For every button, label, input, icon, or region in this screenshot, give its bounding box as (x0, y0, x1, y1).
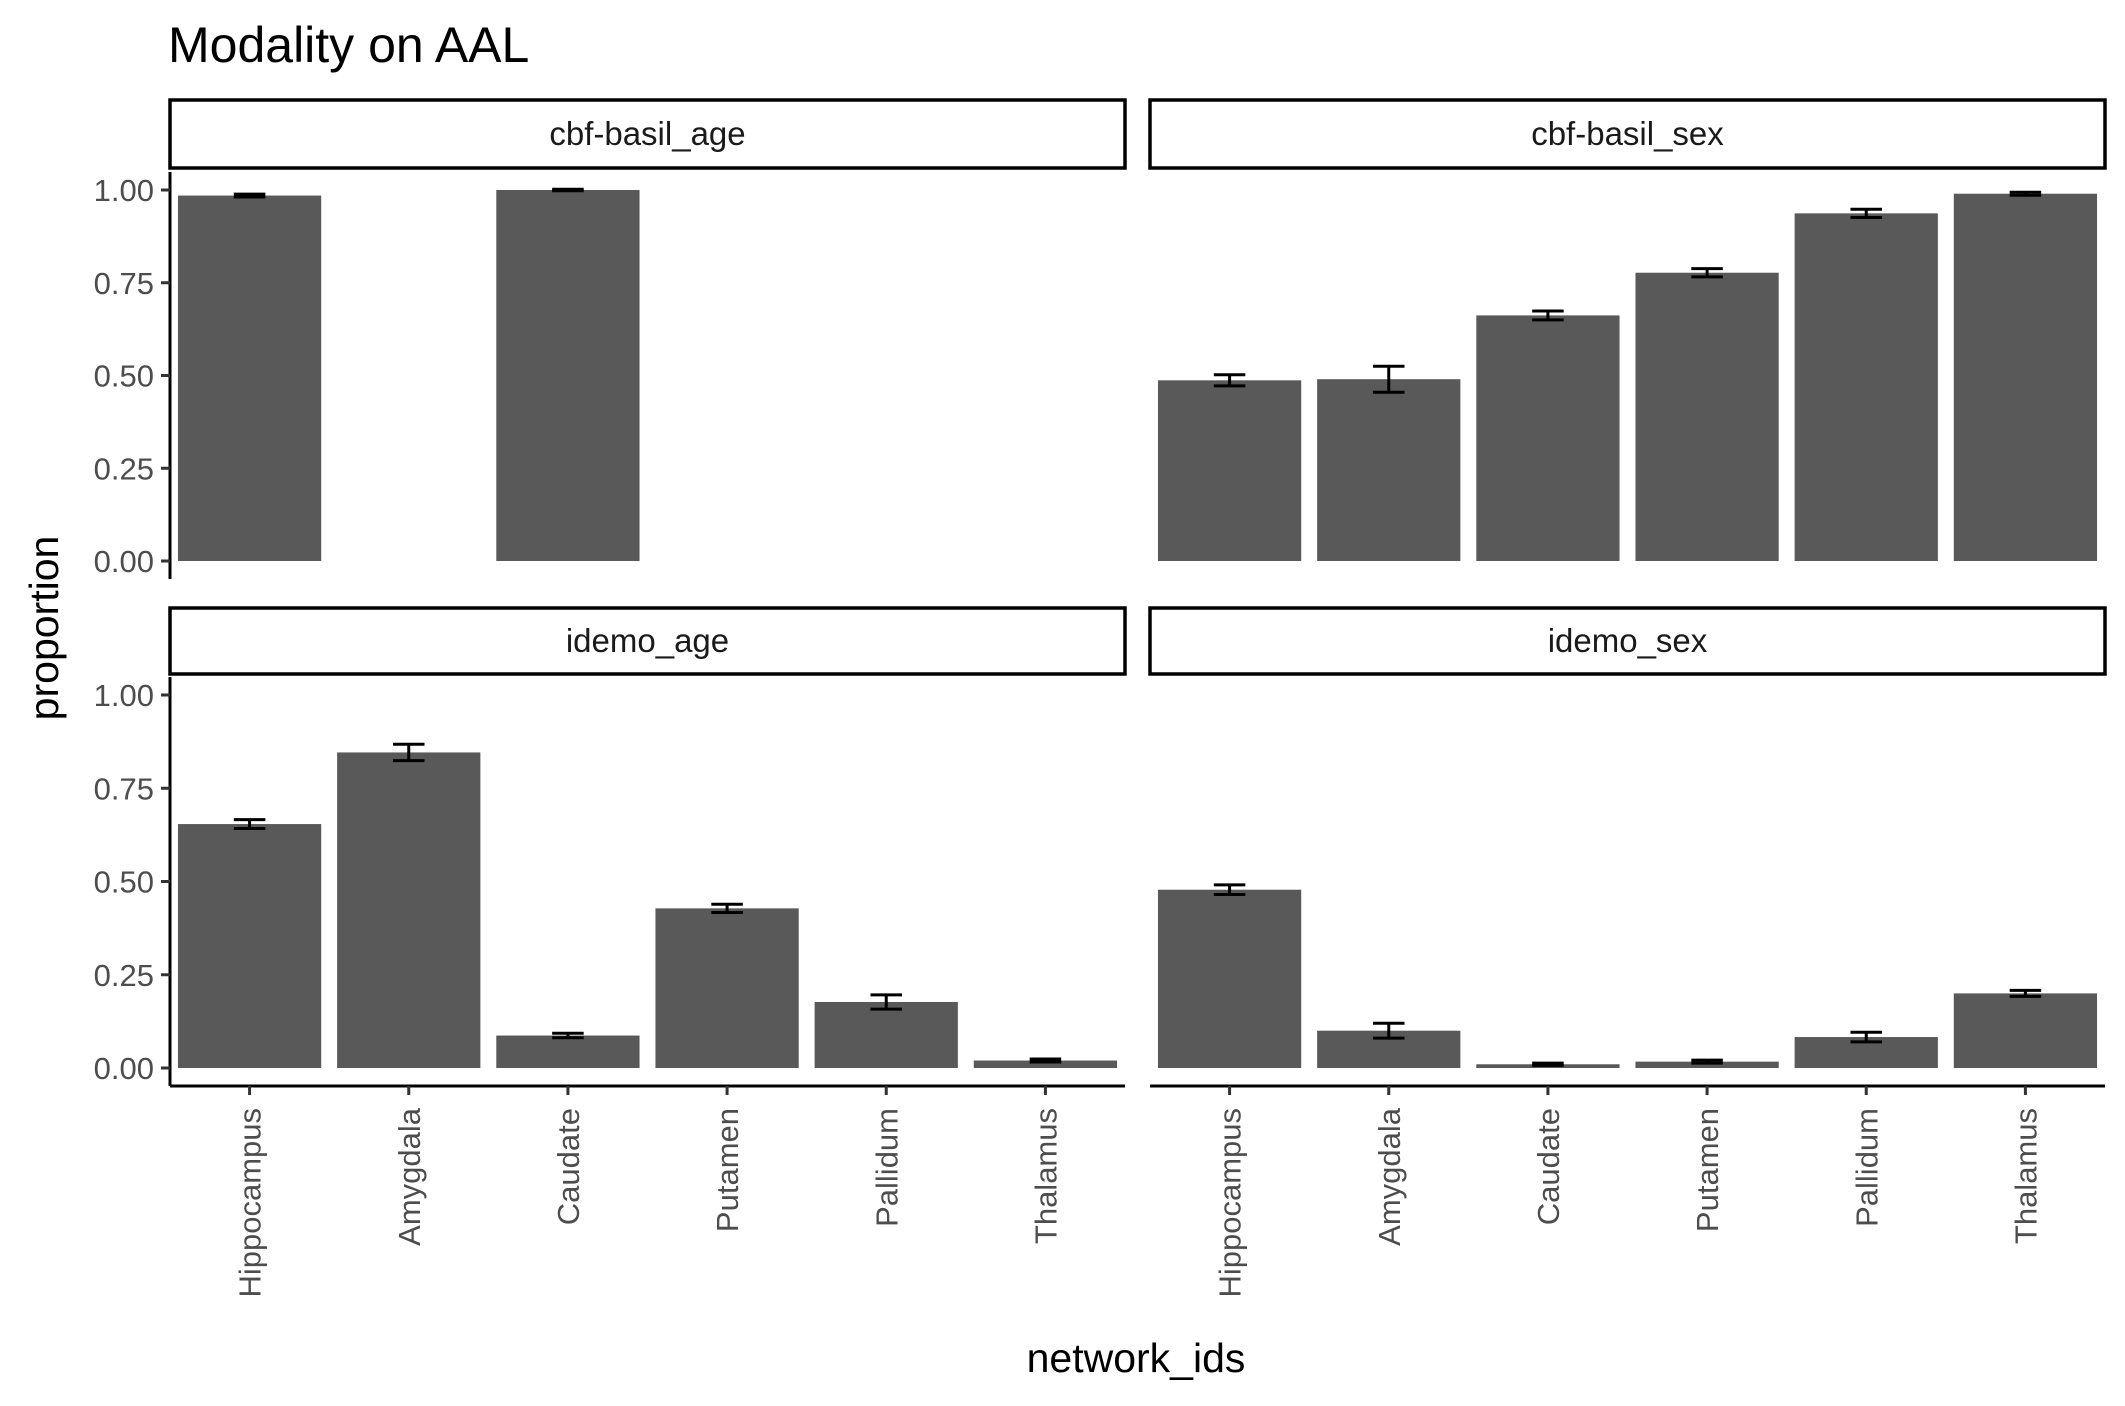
chart-title: Modality on AAL (168, 17, 529, 73)
strip-box (1148, 98, 2107, 170)
y-tick-label: 0.50 (94, 865, 154, 900)
strip-box (168, 98, 1127, 170)
x-tick-label: Amygdala (1372, 1107, 1407, 1246)
panel-cbf-basil_sex: cbf-basil_sex (1148, 98, 2107, 562)
y-tick-label: 1.00 (94, 173, 154, 208)
strip-box (168, 606, 1127, 676)
strip-label: idemo_sex (1548, 622, 1708, 659)
x-tick-label: Amygdala (392, 1107, 427, 1246)
x-tick-label: Pallidum (869, 1108, 904, 1227)
y-tick-label: 0.00 (94, 544, 154, 579)
x-tick-label: Putamen (710, 1108, 745, 1232)
panel-idemo_sex: idemo_sex Hippocampus Amygdala Caudate Putam… (1148, 606, 2107, 1298)
strip-box (1148, 606, 2107, 676)
y-tick-label: 0.00 (94, 1051, 154, 1086)
y-tick-label: 0.25 (94, 451, 154, 486)
bar-Pallidum (1794, 213, 1938, 562)
y-tick-label: 0.75 (94, 266, 154, 301)
x-tick-label: Pallidum (1849, 1108, 1884, 1227)
x-tick-label: Caudate (551, 1108, 586, 1225)
y-tick-label: 0.75 (94, 771, 154, 806)
x-tick-label: Thalamus (2008, 1108, 2043, 1244)
bar-Putamen (655, 908, 799, 1068)
bar-Putamen (1635, 1061, 1779, 1068)
bar-Thalamus (1953, 193, 2098, 561)
panel-cbf-basil_age: cbf-basil_age 0.00 0.25 0.50 0.75 1.00 (94, 98, 1127, 579)
strip-label: cbf-basil_age (549, 115, 745, 152)
bar-Amygdala (1317, 379, 1461, 561)
bar-Hippocampus (1157, 889, 1302, 1068)
x-tick-label: Hippocampus (233, 1108, 268, 1298)
panel-idemo_age: idemo_age 0.00 0.25 0.50 0.75 1.00 Hippocampus… (94, 606, 1127, 1298)
bar-Amygdala (337, 752, 481, 1068)
x-tick-label: Caudate (1531, 1108, 1566, 1225)
bar-Putamen (1635, 272, 1779, 561)
y-tick-label: 0.25 (94, 958, 154, 993)
y-axis-title: proportion (21, 536, 67, 721)
bar-Thalamus (1953, 993, 2098, 1068)
x-tick-label: Hippocampus (1213, 1108, 1248, 1298)
bar-Hippocampus (1157, 380, 1302, 561)
bar-Thalamus (973, 1060, 1118, 1068)
bar-Caudate (1476, 315, 1620, 561)
x-axis-title: network_ids (1027, 1335, 1246, 1381)
x-tick-label: Thalamus (1028, 1108, 1063, 1244)
strip-label: idemo_age (566, 622, 729, 659)
bar-Hippocampus (177, 195, 322, 561)
strip-label: cbf-basil_sex (1531, 115, 1724, 152)
bar-Pallidum (814, 1001, 958, 1068)
y-tick-label: 0.50 (94, 359, 154, 394)
bar-Caudate (496, 1035, 640, 1068)
bar-Hippocampus (177, 824, 322, 1068)
panels-group: cbf-basil_age0.000.250.500.751.00cbf-bas… (94, 98, 2107, 1298)
bar-Caudate (496, 190, 640, 561)
x-tick-label: Putamen (1690, 1108, 1725, 1232)
y-tick-label: 1.00 (94, 678, 154, 713)
